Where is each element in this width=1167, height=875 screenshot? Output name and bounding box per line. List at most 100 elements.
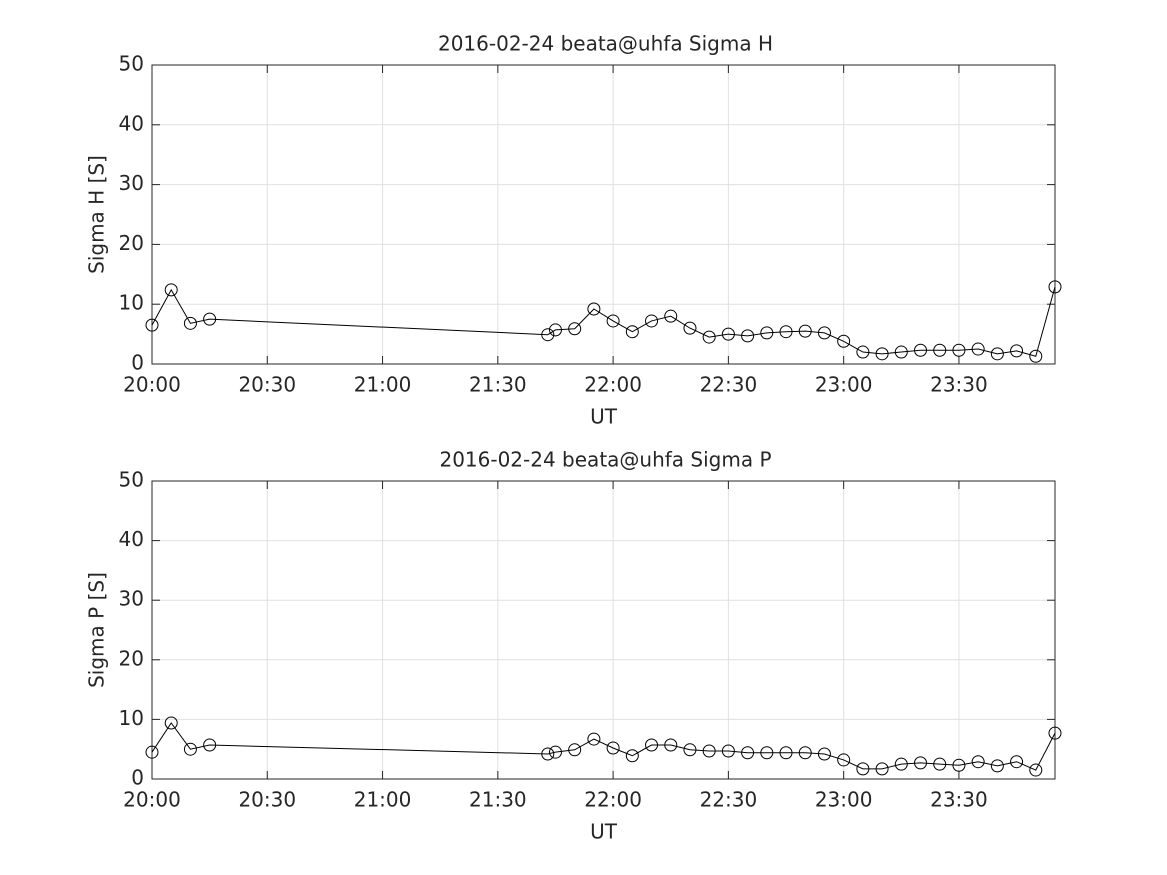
y-tick-label: 40	[119, 527, 144, 551]
data-point	[894, 757, 908, 771]
data-point	[702, 330, 716, 344]
data-point	[203, 738, 217, 752]
data-point	[645, 314, 659, 328]
data-point	[1048, 280, 1062, 294]
data-point	[145, 745, 159, 759]
data-point	[683, 321, 697, 335]
y-tick-label: 0	[131, 351, 144, 375]
data-point	[798, 746, 812, 760]
x-tick-label: 23:30	[930, 788, 988, 812]
data-point	[145, 318, 159, 332]
data-point	[568, 322, 582, 336]
data-point	[760, 326, 774, 340]
x-tick-label: 20:30	[238, 373, 296, 397]
data-point	[914, 343, 928, 357]
subplot: 20:00 20:30 21:00 21:30 22:00 22:30 23:00 23:30…	[85, 32, 1062, 429]
data-point	[568, 743, 582, 757]
data-point	[1048, 726, 1062, 740]
data-point	[952, 343, 966, 357]
data-point	[817, 326, 831, 340]
data-point	[587, 732, 601, 746]
data-point	[894, 345, 908, 359]
data-point	[798, 324, 812, 338]
x-tick-label: 22:30	[700, 373, 758, 397]
data-point	[721, 744, 735, 758]
data-point	[933, 343, 947, 357]
x-tick-label: 21:30	[469, 373, 527, 397]
data-point	[933, 757, 947, 771]
y-tick-label: 0	[131, 766, 144, 790]
y-axis-label: Sigma H [S]	[85, 155, 109, 274]
y-axis-label: Sigma P [S]	[85, 572, 109, 688]
x-tick-label: 21:00	[354, 788, 412, 812]
x-tick-label: 23:00	[815, 788, 873, 812]
data-point	[971, 755, 985, 769]
data-line	[151, 286, 1056, 357]
x-tick-label: 23:00	[815, 373, 873, 397]
x-tick-label: 21:00	[354, 373, 412, 397]
x-tick-label: 22:00	[584, 373, 642, 397]
data-point	[541, 747, 555, 761]
data-point	[702, 744, 716, 758]
x-tick-label: 23:30	[930, 373, 988, 397]
y-tick-label: 20	[119, 646, 144, 670]
y-tick-label: 10	[119, 706, 144, 730]
data-point	[1010, 755, 1024, 769]
plot-area	[152, 65, 1055, 364]
data-point	[625, 749, 639, 763]
x-axis-label: UT	[590, 405, 618, 429]
data-point	[183, 316, 197, 330]
x-tick-label: 20:30	[238, 788, 296, 812]
data-point	[587, 302, 601, 316]
data-point	[203, 312, 217, 326]
data-point	[779, 325, 793, 339]
data-point	[990, 347, 1004, 361]
data-point	[856, 345, 870, 359]
data-point	[914, 756, 928, 770]
y-tick-label: 50	[119, 52, 144, 76]
data-point	[1010, 344, 1024, 358]
data-point	[606, 741, 620, 755]
data-point	[741, 746, 755, 760]
data-point	[183, 742, 197, 756]
data-point	[952, 758, 966, 772]
data-point	[779, 746, 793, 760]
y-tick-label: 40	[119, 111, 144, 135]
y-tick-label: 20	[119, 231, 144, 255]
axes-box	[151, 64, 1056, 365]
data-point	[548, 323, 562, 337]
data-point	[664, 309, 678, 323]
x-tick-label: 20:00	[123, 373, 181, 397]
y-tick-label: 30	[119, 587, 144, 611]
chart-title: 2016-02-24 beata@uhfa Sigma H	[438, 32, 773, 56]
data-point	[971, 342, 985, 356]
y-tick-label: 30	[119, 171, 144, 195]
data-point	[875, 762, 889, 776]
x-tick-label: 20:00	[123, 788, 181, 812]
y-tick-label: 10	[119, 291, 144, 315]
data-line	[151, 722, 1056, 771]
x-tick-label: 22:30	[700, 788, 758, 812]
data-point	[541, 328, 555, 342]
data-point	[875, 347, 889, 361]
x-axis-label: UT	[590, 820, 618, 844]
data-point	[856, 762, 870, 776]
y-tick-label: 50	[119, 468, 144, 492]
data-point	[548, 745, 562, 759]
data-point	[164, 716, 178, 730]
data-point	[1029, 763, 1043, 777]
axes-box	[151, 480, 1056, 780]
subplot: 20:00 20:30 21:00 21:30 22:00 22:30 23:00 23:30…	[85, 448, 1062, 844]
x-tick-label: 21:30	[469, 788, 527, 812]
data-point	[625, 325, 639, 339]
data-point	[645, 738, 659, 752]
data-point	[990, 759, 1004, 773]
data-point	[741, 329, 755, 343]
data-point	[164, 283, 178, 297]
data-point	[664, 738, 678, 752]
chart-title: 2016-02-24 beata@uhfa Sigma P	[439, 448, 771, 472]
data-point	[837, 334, 851, 348]
data-point	[721, 327, 735, 341]
data-point	[760, 746, 774, 760]
